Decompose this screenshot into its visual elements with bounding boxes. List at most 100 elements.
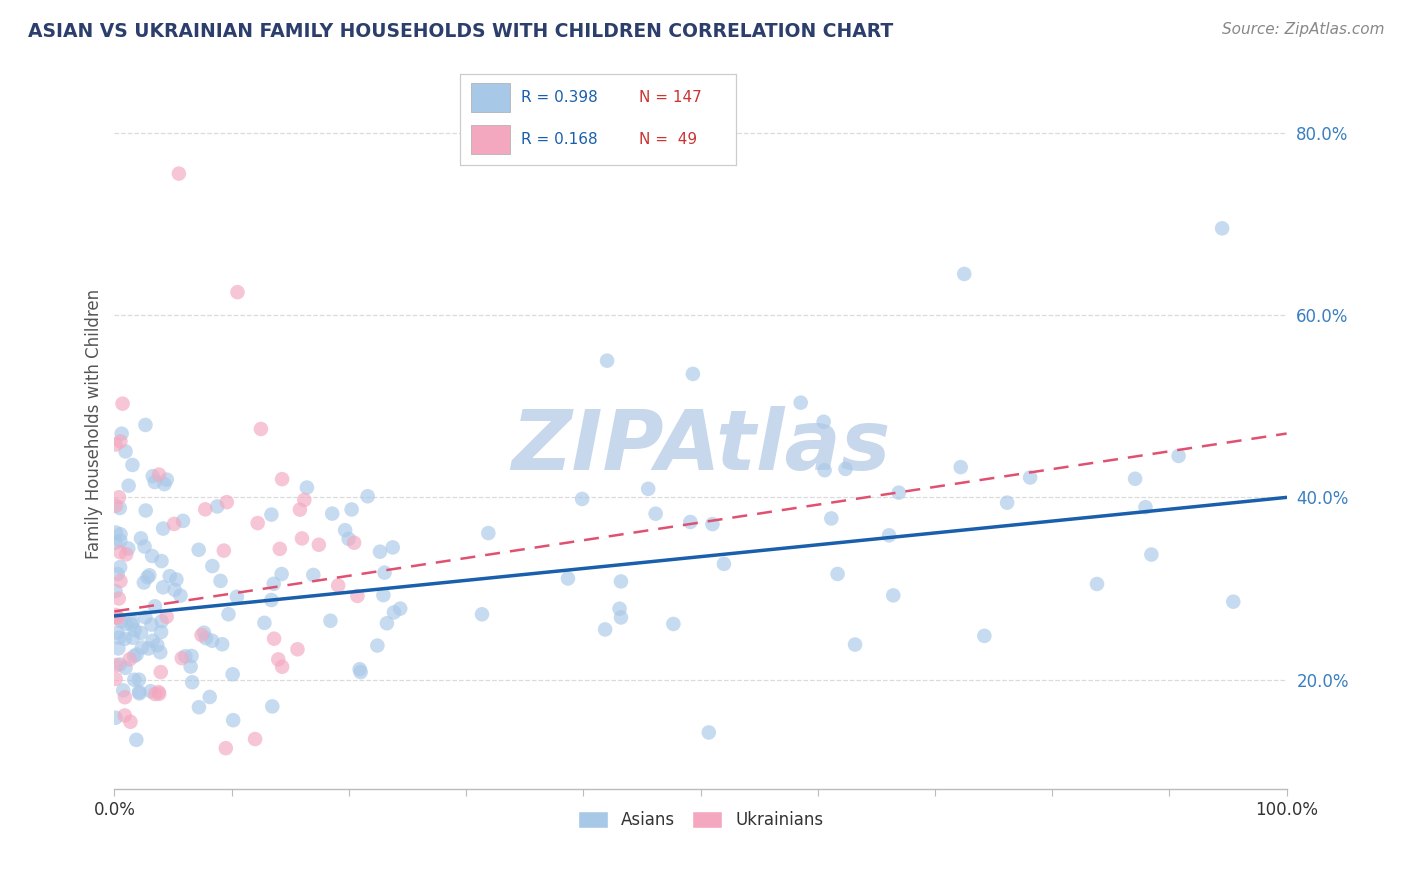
- Point: [125, 732, 148, 747]
- Point: [131, 640, 153, 655]
- Point: [125, 648, 148, 662]
- Point: [104, 499, 127, 513]
- Text: Source: ZipAtlas.com: Source: ZipAtlas.com: [1222, 22, 1385, 37]
- Point: [141, 617, 163, 632]
- Point: [142, 633, 165, 648]
- Point: [271, 472, 294, 486]
- Point: [128, 673, 150, 687]
- Point: [139, 684, 162, 698]
- Point: [789, 395, 811, 409]
- Point: [610, 610, 633, 624]
- Point: [356, 489, 378, 503]
- Point: [104, 437, 127, 451]
- Point: [270, 567, 292, 582]
- Point: [346, 589, 368, 603]
- Point: [152, 580, 174, 594]
- Point: [122, 673, 145, 687]
- Point: [120, 714, 142, 729]
- Point: [1167, 449, 1189, 463]
- Point: [112, 683, 135, 698]
- Point: [108, 631, 131, 645]
- Point: [308, 538, 330, 552]
- Point: [156, 609, 179, 624]
- Point: [148, 685, 170, 699]
- Point: [104, 610, 127, 624]
- Point: [153, 477, 176, 491]
- Point: [138, 568, 160, 582]
- Point: [143, 475, 166, 489]
- Point: [596, 353, 619, 368]
- Point: [350, 665, 373, 679]
- Point: [471, 607, 494, 622]
- Point: [609, 601, 631, 615]
- Point: [328, 578, 350, 592]
- Point: [110, 533, 132, 548]
- Point: [170, 651, 193, 665]
- Point: [107, 591, 129, 606]
- Point: [118, 652, 141, 666]
- Point: [697, 725, 720, 739]
- Point: [156, 473, 179, 487]
- Point: [108, 500, 131, 515]
- Point: [149, 665, 172, 679]
- Point: [141, 549, 163, 563]
- Point: [291, 532, 314, 546]
- Point: [107, 641, 129, 656]
- Text: ASIAN VS UKRAINIAN FAMILY HOUSEHOLDS WITH CHILDREN CORRELATION CHART: ASIAN VS UKRAINIAN FAMILY HOUSEHOLDS WIT…: [28, 22, 893, 41]
- Point: [682, 367, 704, 381]
- Point: [108, 490, 131, 504]
- Point: [340, 502, 363, 516]
- Point: [132, 575, 155, 590]
- Point: [215, 741, 238, 756]
- Point: [1085, 577, 1108, 591]
- Point: [557, 572, 579, 586]
- Point: [114, 632, 136, 646]
- Point: [201, 559, 224, 574]
- Point: [212, 543, 235, 558]
- Point: [114, 690, 136, 705]
- Point: [104, 607, 127, 622]
- Point: [129, 625, 152, 640]
- Legend: Asians, Ukrainians: Asians, Ukrainians: [571, 804, 830, 836]
- Point: [571, 491, 593, 506]
- Point: [105, 625, 128, 640]
- Point: [143, 687, 166, 701]
- Point: [814, 463, 837, 477]
- Point: [209, 574, 232, 588]
- Point: [1211, 221, 1233, 235]
- Point: [295, 481, 318, 495]
- Point: [107, 611, 129, 625]
- Point: [337, 532, 360, 546]
- Point: [1140, 548, 1163, 562]
- Point: [111, 397, 134, 411]
- Point: [134, 540, 156, 554]
- Point: [134, 417, 156, 432]
- Point: [250, 422, 273, 436]
- Point: [221, 667, 243, 681]
- Point: [138, 641, 160, 656]
- Point: [637, 482, 659, 496]
- Point: [104, 535, 127, 549]
- Point: [114, 708, 136, 723]
- Point: [128, 686, 150, 700]
- Point: [115, 616, 138, 631]
- Point: [149, 645, 172, 659]
- Point: [271, 660, 294, 674]
- Point: [679, 515, 702, 529]
- Point: [215, 495, 238, 509]
- Point: [877, 528, 900, 542]
- Point: [373, 588, 395, 602]
- Point: [662, 616, 685, 631]
- Point: [882, 588, 904, 602]
- Point: [180, 648, 202, 663]
- Point: [180, 659, 202, 673]
- Point: [108, 560, 131, 574]
- Point: [169, 589, 191, 603]
- Point: [134, 610, 156, 624]
- Point: [104, 672, 127, 686]
- Point: [374, 566, 396, 580]
- Point: [165, 573, 187, 587]
- Point: [111, 426, 134, 441]
- Point: [110, 615, 132, 629]
- Point: [302, 568, 325, 582]
